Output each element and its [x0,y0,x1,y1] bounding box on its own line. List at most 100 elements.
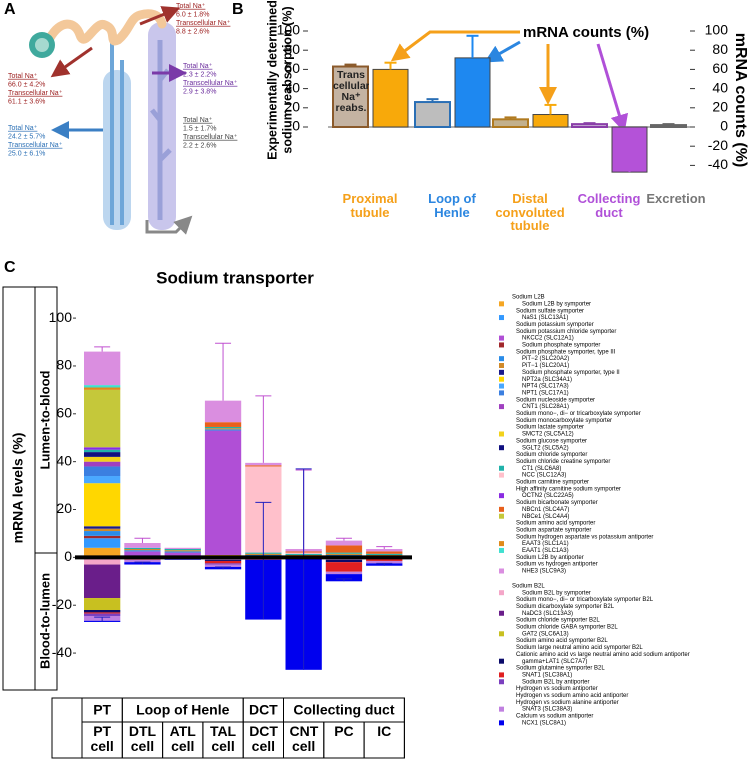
y-tick-label: 0 [64,548,72,564]
bar-segment [84,535,121,539]
annotation-line: Total Na⁺ [176,3,206,10]
legend-swatch [499,315,504,321]
arrow [50,46,93,78]
legend-label: Sodium glucose symporter [516,438,587,444]
bar-segment [164,547,201,549]
bar-segment [84,389,121,448]
y-axis-label: Experimentally determined [265,0,279,160]
bar-segment [84,598,121,611]
x-tick-label-box: Excretion [646,192,705,205]
annotation: Trans cellular Na⁺ reabs. [333,70,369,115]
group-label: Loop of Henle [136,702,230,718]
bar-segment [204,400,242,423]
legend-swatch [499,431,504,437]
y-tick-label: 100 [277,22,301,38]
bar-segment [84,557,121,565]
legend-swatch [499,679,504,685]
legend-label: NaS1 (SLC13A1) [522,315,568,321]
legend-label: gamma+LAT1 (SLC7A7) [522,659,587,665]
legend-swatch [499,706,504,712]
bar-segment [84,547,121,558]
group-label: Collecting duct [293,702,394,718]
legend-label: EAAT3 (SLC1A1) [522,541,569,547]
x-tick-label-box: DTL cell [129,724,156,753]
x-tick-label: Loop of Henle [428,192,476,220]
legend-swatch [499,342,504,348]
legend-label: Sodium potassium chloride symporter [516,329,616,335]
proximal-tubule-shape [45,9,167,46]
legend-label: Hydrogen vs sodium amino acid antiporter [516,693,628,699]
legend-swatch [499,493,504,499]
annotation-line: 2.2 ± 2.6% [183,142,216,149]
bar [414,101,451,128]
bar [571,123,608,129]
legend-label: Hydrogen vs sodium antiporter [516,686,598,692]
region-label: Lumen-to-blood [37,370,52,469]
legend-label: Sodium B2L by symporter [522,590,591,596]
legend-label: NHE3 (SLC9A3) [522,569,566,575]
legend-label: Sodium L2B by symporter [522,301,591,307]
x-tick-label: PT cell [90,724,114,754]
y-tick-label: 20 [56,500,72,516]
y2-tick-label: 40 [712,79,728,95]
bar-segment [84,526,121,529]
legend-swatch [499,356,504,362]
legend-label: Sodium B2L [512,583,545,589]
legend-swatch [499,610,504,616]
y-tick-label: 80 [284,41,300,57]
loop-tubes [110,40,124,225]
y-tick-label: 40 [284,79,300,95]
x-tick-label-box: IC [377,724,391,738]
bar-segment [84,483,121,527]
x-tick-label-box: PC [334,724,353,738]
loop-shape [103,70,131,230]
panel-label: A [4,1,16,18]
legend-label: SMCT2 (SLC5A12) [522,432,574,438]
group-label: PT [93,702,111,718]
legend-label: CNT1 (SLC28A1) [522,404,569,410]
x-tick-label: Proximal tubule [342,192,398,220]
arrow [390,30,520,62]
bar-segment [84,531,121,536]
x-tick-label-box: DCT cell [249,724,278,753]
arrow [596,43,629,133]
legend-label: Hydrogen vs sodium alanine antiporter [516,700,619,706]
x-tick-label: TAL cell [209,724,237,754]
x-tick-label-box: ATL cell [170,724,196,753]
legend-label: Sodium chloride symporter [516,452,587,458]
bar-segment [204,560,242,564]
annotation-line: 2.9 ± 3.8% [183,88,216,95]
bar-segment [204,429,242,431]
legend-label: Sodium phosphate symporter, type II [522,370,620,376]
annotation-line: 2.3 ± 2.2% [183,71,216,78]
legend-label: Sodium chloride GABA symporter B2L [516,625,618,631]
bar-segment [164,551,201,553]
annotation-line: 24.2 ± 5.7% [8,133,45,140]
legend-swatch [499,404,504,410]
legend-label: Sodium potassium symporter [516,322,594,328]
annotation-line: Total Na⁺ [183,63,213,70]
legend-label: SGLT2 (SLC5A2) [522,445,569,451]
y-tick-label: 40 [56,452,72,468]
bar-segment [366,558,403,561]
arrow [145,215,193,235]
bar-segment [124,548,161,551]
bar-segment [325,553,363,555]
legend-label: Sodium monocarboxylate symporter [516,418,612,424]
legend-label: Sodium mono−, di− or tricarboxylate symp… [516,411,641,417]
bar [492,118,529,128]
legend-label: Sodium chloride creatine symporter [516,459,610,465]
legend-swatch [499,547,504,553]
annotation-box: Trans cellular Na⁺ reabs. [333,70,369,115]
bar-segment [124,547,161,549]
legend-label: EAAT1 (SLC1A3) [522,548,569,554]
legend-label: Sodium vs hydrogen antiporter [516,562,598,568]
bar-segment [84,613,121,616]
legend-label: NBCe1 (SLC4A4) [522,514,569,520]
legend-label: NPT1 (SLC17A1) [522,390,569,396]
legend-swatch [499,720,504,726]
legend-label: NCX1 (SLC8A1) [522,720,566,726]
y-tick-label: 80 [56,357,72,373]
y2-tick-label: 60 [712,60,728,76]
stacked-bars [84,342,403,670]
